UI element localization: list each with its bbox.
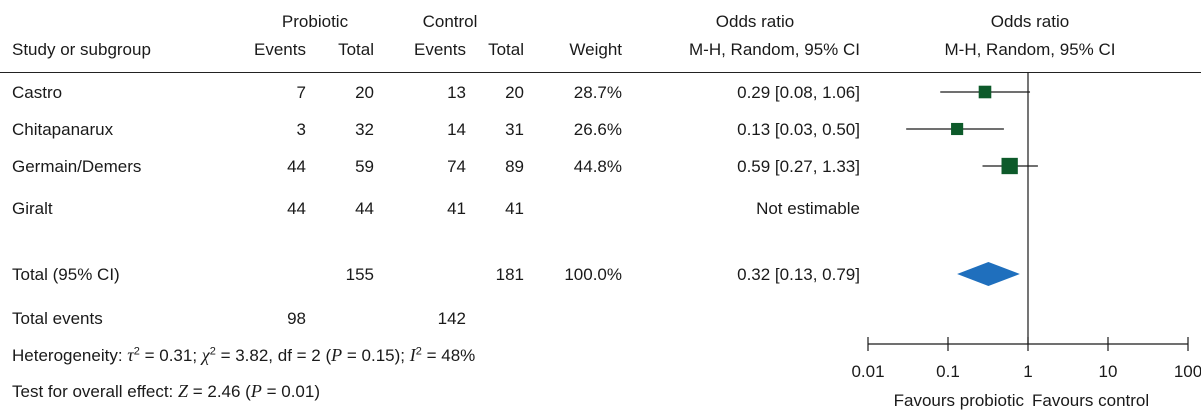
x-tick-label: 10 bbox=[1099, 362, 1118, 381]
control-total: 89 bbox=[505, 157, 524, 176]
study-square bbox=[951, 122, 964, 136]
probiotic-events: 44 bbox=[287, 157, 306, 176]
control-total: 41 bbox=[505, 199, 524, 218]
or-value: 0.29 [0.08, 1.06] bbox=[737, 83, 860, 102]
study-name: Chitapanarux bbox=[12, 120, 114, 139]
control-total: 31 bbox=[505, 120, 524, 139]
study-name: Giralt bbox=[12, 199, 53, 218]
probiotic-total-sum: 155 bbox=[345, 265, 374, 284]
favours-left-label: Favours probiotic bbox=[894, 391, 1025, 410]
probiotic-events-sum: 98 bbox=[287, 309, 306, 328]
control-total: 20 bbox=[505, 83, 524, 102]
x-tick-label: 100 bbox=[1174, 362, 1201, 381]
probiotic-total: 44 bbox=[355, 199, 374, 218]
pooled-or-value: 0.32 [0.13, 0.79] bbox=[737, 265, 860, 284]
probiotic-total-header: Total bbox=[338, 40, 374, 59]
study-name: Germain/Demers bbox=[12, 157, 142, 176]
group-header-probiotic: Probiotic bbox=[281, 12, 349, 31]
control-total-header: Total bbox=[488, 40, 524, 59]
pooled-diamond bbox=[957, 262, 1020, 286]
probiotic-events-header: Events bbox=[254, 40, 306, 59]
control-events-sum: 142 bbox=[437, 309, 466, 328]
weight-value: 28.7% bbox=[573, 83, 622, 102]
study-column-header: Study or subgroup bbox=[12, 40, 151, 59]
or-column-header: Odds ratio bbox=[715, 12, 795, 31]
method-header: M-H, Random, 95% CI bbox=[689, 40, 860, 59]
probiotic-total: 59 bbox=[355, 157, 374, 176]
probiotic-events: 3 bbox=[296, 120, 306, 139]
study-square bbox=[1001, 157, 1018, 175]
control-events: 14 bbox=[447, 120, 466, 139]
x-tick-label: 0.1 bbox=[936, 362, 960, 381]
favours-right-label: Favours control bbox=[1032, 391, 1149, 410]
study-square bbox=[978, 85, 992, 99]
or-plot-header: Odds ratio bbox=[990, 12, 1070, 31]
weight-value: 26.6% bbox=[573, 120, 622, 139]
or-value: Not estimable bbox=[756, 199, 860, 218]
or-value: 0.59 [0.27, 1.33] bbox=[737, 157, 860, 176]
total-events-label: Total events bbox=[12, 309, 103, 328]
weight-value: 44.8% bbox=[573, 157, 622, 176]
heterogeneity-stats: Heterogeneity: τ2 = 0.31; χ2 = 3.82, df … bbox=[12, 345, 476, 365]
weight-header: Weight bbox=[569, 40, 622, 59]
group-header-control: Control bbox=[422, 12, 478, 31]
x-tick-label: 0.01 bbox=[851, 362, 884, 381]
method-plot-header: M-H, Random, 95% CI bbox=[944, 40, 1116, 59]
total-label: Total (95% CI) bbox=[12, 265, 120, 284]
or-value: 0.13 [0.03, 0.50] bbox=[737, 120, 860, 139]
probiotic-total: 32 bbox=[355, 120, 374, 139]
control-events: 13 bbox=[447, 83, 466, 102]
total-weight: 100.0% bbox=[564, 265, 622, 284]
x-tick-label: 1 bbox=[1023, 362, 1032, 381]
control-total-sum: 181 bbox=[495, 265, 524, 284]
control-events-header: Events bbox=[414, 40, 466, 59]
probiotic-events: 44 bbox=[287, 199, 306, 218]
probiotic-total: 20 bbox=[355, 83, 374, 102]
probiotic-events: 7 bbox=[296, 83, 306, 102]
study-name: Castro bbox=[12, 83, 63, 102]
overall-effect-test: Test for overall effect: Z = 2.46 (P = 0… bbox=[12, 381, 320, 401]
control-events: 74 bbox=[447, 157, 466, 176]
control-events: 41 bbox=[447, 199, 466, 218]
header-divider bbox=[0, 72, 1201, 73]
